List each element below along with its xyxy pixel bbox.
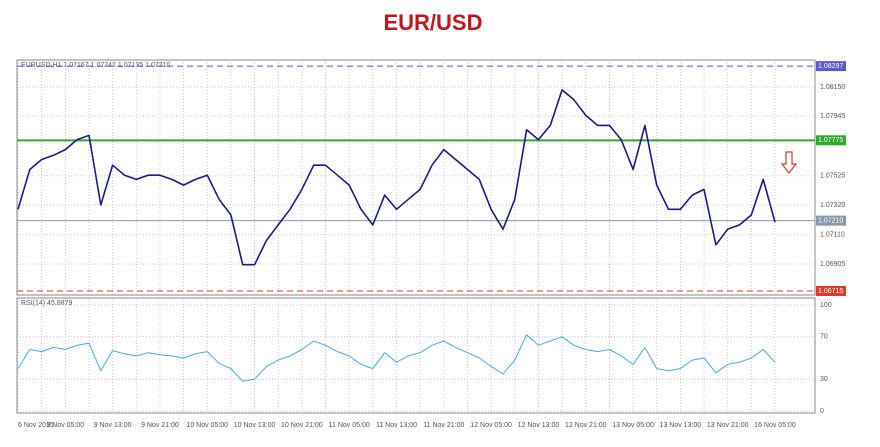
series-line (17, 89, 776, 266)
rsi-header: RSI(14) 45.8879 (21, 300, 72, 307)
level-label: 1.07210 (818, 217, 843, 224)
down-arrow (780, 151, 798, 174)
x-tick-label: 6 Nov 2015 (18, 422, 54, 429)
rsi-panel (16, 297, 816, 414)
x-tick-label: 12 Nov 21:00 (565, 422, 607, 429)
x-tick-label: 11 Nov 05:00 (329, 422, 370, 429)
level-tag (816, 286, 846, 297)
price-panel (16, 59, 816, 296)
price-header: EURUSD,H1 1.07167 1.07242 1.07135 1.0721… (21, 62, 171, 69)
x-tick-label: 11 Nov 21:00 (423, 422, 464, 429)
level-label: 1.06715 (818, 288, 843, 295)
y-tick-label: 1.08150 (820, 84, 845, 91)
x-tick-label: 10 Nov 05:00 (186, 422, 228, 429)
level-tag (816, 135, 846, 146)
series-line (17, 334, 776, 382)
y-tick-label: 30 (820, 376, 828, 383)
y-tick-label: 1.07525 (820, 173, 845, 180)
y-tick-label: 100 (820, 302, 832, 309)
x-tick-label: 11 Nov 13:00 (376, 422, 417, 429)
x-tick-label: 9 Nov 05:00 (46, 422, 84, 429)
y-tick-label: 1.06905 (820, 261, 845, 268)
x-tick-label: 9 Nov 13:00 (94, 422, 132, 429)
y-tick-label: 1.07110 (820, 232, 845, 239)
level-tag (816, 61, 846, 72)
y-tick-label: 1.07320 (820, 202, 845, 209)
x-tick-label: 13 Nov 13:00 (660, 422, 702, 429)
y-tick-label: 70 (820, 334, 828, 341)
x-tick-label: 13 Nov 21:00 (707, 422, 749, 429)
x-tick-label: 13 Nov 05:00 (612, 422, 654, 429)
level-label: 1.08297 (818, 63, 843, 70)
x-tick-label: 10 Nov 21:00 (281, 422, 323, 429)
y-tick-label: 1.07945 (820, 113, 845, 120)
x-tick-label: 10 Nov 13:00 (234, 422, 276, 429)
x-tick-label: 12 Nov 05:00 (470, 422, 512, 429)
x-tick-label: 9 Nov 21:00 (141, 422, 179, 429)
chart-title: EUR/USD (383, 10, 482, 35)
x-tick-label: 16 Nov 05:00 (754, 422, 796, 429)
level-label: 1.07775 (818, 137, 843, 144)
y-tick-label: 0 (820, 408, 824, 415)
level-tag (816, 215, 846, 226)
x-tick-label: 12 Nov 13:00 (518, 422, 560, 429)
